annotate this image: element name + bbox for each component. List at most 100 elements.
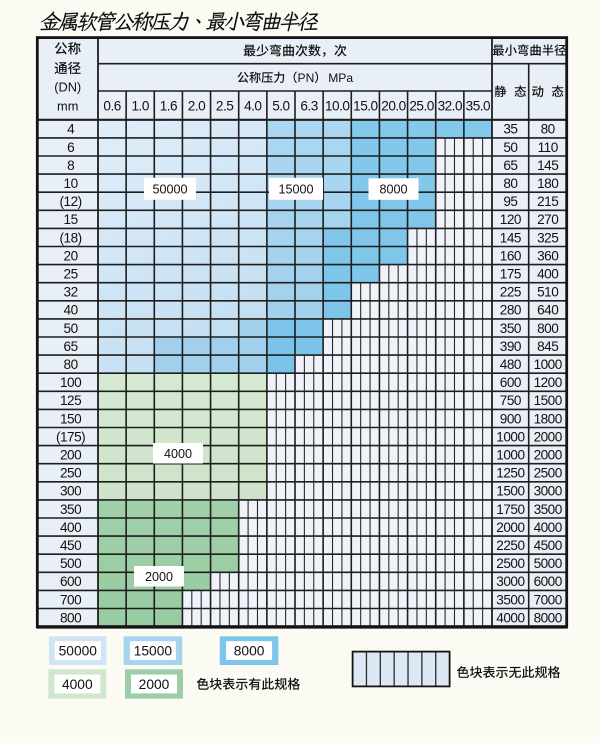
svg-text:mm: mm <box>57 98 78 113</box>
svg-text:4500: 4500 <box>534 538 563 553</box>
svg-text:1.6: 1.6 <box>160 98 177 113</box>
svg-text:25: 25 <box>64 267 78 282</box>
svg-text:8000: 8000 <box>234 643 265 658</box>
svg-text:150: 150 <box>60 411 82 426</box>
svg-text:700: 700 <box>60 592 82 607</box>
svg-text:390: 390 <box>500 339 522 354</box>
svg-text:4000: 4000 <box>496 610 525 625</box>
svg-text:1500: 1500 <box>534 393 563 408</box>
svg-text:65: 65 <box>64 339 78 354</box>
svg-text:3000: 3000 <box>496 574 525 589</box>
svg-text:450: 450 <box>60 538 82 553</box>
svg-text:110: 110 <box>538 140 559 155</box>
svg-text:95: 95 <box>503 194 517 209</box>
svg-text:1500: 1500 <box>496 484 525 499</box>
svg-text:(18): (18) <box>60 230 82 245</box>
svg-text:20.0: 20.0 <box>381 98 406 113</box>
svg-text:5000: 5000 <box>534 556 563 571</box>
svg-text:350: 350 <box>500 321 522 336</box>
svg-text:80: 80 <box>503 176 518 191</box>
svg-text:1000: 1000 <box>534 357 563 372</box>
svg-text:4000: 4000 <box>62 677 93 692</box>
svg-text:3500: 3500 <box>496 592 525 607</box>
svg-text:35.0: 35.0 <box>466 98 491 113</box>
svg-text:600: 600 <box>500 375 522 390</box>
svg-text:MPa: MPa <box>328 71 353 85</box>
svg-text:25.0: 25.0 <box>409 98 434 113</box>
svg-text:640: 640 <box>537 303 559 318</box>
svg-text:7000: 7000 <box>534 592 563 607</box>
svg-text:800: 800 <box>60 610 82 625</box>
svg-text:32.0: 32.0 <box>438 98 463 113</box>
svg-text:8000: 8000 <box>379 183 407 197</box>
svg-text:80: 80 <box>64 357 79 372</box>
svg-text:400: 400 <box>537 267 559 282</box>
svg-text:35: 35 <box>503 122 517 137</box>
svg-text:600: 600 <box>60 574 82 589</box>
svg-text:145: 145 <box>537 158 558 173</box>
svg-text:1250: 1250 <box>496 466 525 481</box>
svg-text:PN: PN <box>298 71 315 85</box>
svg-text:2000: 2000 <box>534 448 563 463</box>
svg-text:3000: 3000 <box>534 484 563 499</box>
svg-text:20: 20 <box>64 248 79 263</box>
svg-text:4000: 4000 <box>534 520 563 535</box>
svg-text:270: 270 <box>537 212 559 227</box>
svg-text:(12): (12) <box>60 194 82 209</box>
svg-text:80: 80 <box>541 122 556 137</box>
svg-text:6: 6 <box>67 140 74 155</box>
svg-text:400: 400 <box>60 520 82 535</box>
svg-text:225: 225 <box>500 285 521 300</box>
svg-text:800: 800 <box>537 321 559 336</box>
svg-text:4000: 4000 <box>164 447 192 461</box>
svg-text:5.0: 5.0 <box>272 98 290 113</box>
svg-text:3500: 3500 <box>534 502 563 517</box>
svg-text:0.6: 0.6 <box>103 98 120 113</box>
svg-text:8000: 8000 <box>534 610 563 625</box>
svg-text:2500: 2500 <box>534 466 563 481</box>
svg-text:325: 325 <box>537 230 558 245</box>
svg-text:2.0: 2.0 <box>188 98 206 113</box>
svg-text:10: 10 <box>64 176 79 191</box>
svg-text:200: 200 <box>60 448 82 463</box>
svg-text:10.0: 10.0 <box>325 98 350 113</box>
svg-text:2000: 2000 <box>496 520 525 535</box>
svg-text:300: 300 <box>60 484 82 499</box>
svg-text:15.0: 15.0 <box>353 98 378 113</box>
svg-text:100: 100 <box>60 375 82 390</box>
svg-text:2000: 2000 <box>534 429 563 444</box>
svg-text:15000: 15000 <box>278 182 313 196</box>
svg-text:2000: 2000 <box>139 677 170 692</box>
svg-text:1750: 1750 <box>496 502 525 517</box>
svg-text:1200: 1200 <box>534 375 563 390</box>
svg-text:15000: 15000 <box>134 643 173 658</box>
svg-text:750: 750 <box>500 393 522 408</box>
svg-text:175: 175 <box>500 267 521 282</box>
svg-text:145: 145 <box>500 230 521 245</box>
svg-text:845: 845 <box>537 339 558 354</box>
svg-text:250: 250 <box>60 466 82 481</box>
svg-text:160: 160 <box>500 248 522 263</box>
svg-text:50: 50 <box>503 140 518 155</box>
svg-text:215: 215 <box>537 194 558 209</box>
svg-text:50000: 50000 <box>59 643 98 658</box>
svg-text:180: 180 <box>537 176 559 191</box>
svg-text:1.0: 1.0 <box>131 98 149 113</box>
svg-text:8: 8 <box>67 158 74 173</box>
svg-text:500: 500 <box>60 556 82 571</box>
svg-text:480: 480 <box>500 357 522 372</box>
svg-text:360: 360 <box>537 248 559 263</box>
svg-text:(175): (175) <box>56 429 85 444</box>
svg-text:15: 15 <box>64 212 78 227</box>
svg-text:2500: 2500 <box>496 556 525 571</box>
svg-text:1000: 1000 <box>496 448 525 463</box>
svg-text:125: 125 <box>60 393 81 408</box>
svg-text:2.5: 2.5 <box>216 98 233 113</box>
svg-text:(DN): (DN) <box>54 79 81 94</box>
svg-text:1800: 1800 <box>534 411 563 426</box>
svg-text:6.3: 6.3 <box>300 98 317 113</box>
svg-text:2250: 2250 <box>496 538 525 553</box>
svg-text:65: 65 <box>503 158 517 173</box>
svg-text:120: 120 <box>500 212 522 227</box>
svg-text:2000: 2000 <box>145 570 173 584</box>
